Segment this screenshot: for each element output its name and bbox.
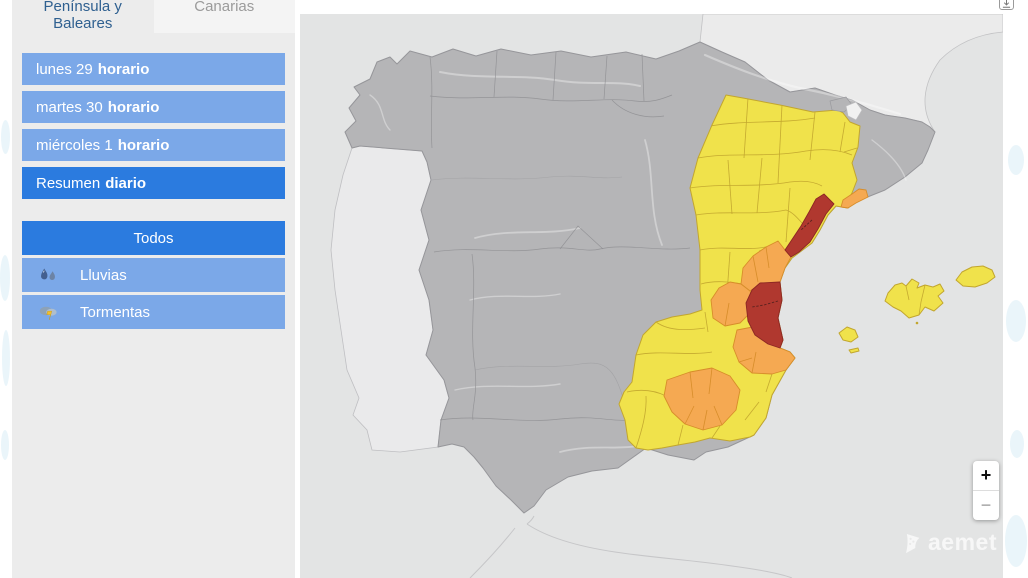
island-ibiza: [838, 326, 859, 343]
filter-button-group: Todos Lluvias Tormentas: [22, 221, 285, 329]
island-mallorca: [884, 278, 945, 319]
map-zoom-control: + −: [973, 461, 999, 520]
bg-decor-blob: [1008, 145, 1024, 175]
warning-zone-red-valencia-coast: [745, 281, 784, 349]
africa-coastline: [469, 515, 793, 578]
warning-zone-orange-castellon: [740, 240, 792, 292]
aemet-logo-icon: [901, 532, 923, 554]
warning-zone-yellow-band[interactable]: [618, 94, 861, 451]
warning-zone-orange-tarragona-coast: [840, 188, 869, 209]
export-icon[interactable]: [999, 0, 1014, 10]
sidebar: Península y Baleares Canarias lunes 29 h…: [12, 0, 295, 578]
andorra: [845, 101, 863, 121]
region-borders: [429, 50, 691, 421]
day-button-text: Resumen: [36, 174, 101, 192]
filter-label: Todos: [133, 229, 174, 247]
day-button-bold: horario: [117, 136, 170, 154]
day-button-martes-30[interactable]: martes 30 horario: [22, 91, 285, 123]
day-button-group: lunes 29 horario martes 30 horario miérc…: [22, 53, 285, 199]
warning-zones-orange[interactable]: [663, 188, 869, 431]
island-menorca: [955, 265, 996, 288]
filter-label: Tormentas: [80, 303, 151, 321]
zoom-in-button[interactable]: +: [973, 461, 999, 491]
day-button-text: miércoles 1: [36, 136, 113, 154]
balearic-islands[interactable]: [838, 265, 996, 354]
rain-drops-icon: [38, 267, 58, 284]
bg-decor-blob: [1, 430, 9, 460]
day-button-text: lunes 29: [36, 60, 93, 78]
bg-decor-blob: [1006, 300, 1026, 342]
day-button-resumen-diario[interactable]: Resumen diario: [22, 167, 285, 199]
filter-button-lluvias[interactable]: Lluvias: [22, 258, 285, 292]
tab-canarias[interactable]: Canarias: [153, 0, 295, 33]
aemet-brand-text: aemet: [928, 529, 997, 555]
orange-zone-borders: [684, 246, 770, 431]
filter-label: Lluvias: [80, 266, 127, 284]
bg-decor-blob: [2, 330, 10, 386]
storm-cloud-icon: [38, 304, 58, 321]
mallorca-comarca-borders: [905, 284, 926, 316]
zoom-out-button[interactable]: −: [980, 495, 992, 515]
bg-decor-blob: [1010, 430, 1024, 458]
warning-map[interactable]: + − aemet: [300, 14, 1003, 578]
day-button-bold: horario: [107, 98, 160, 116]
relief-shading: [369, 53, 907, 453]
warning-zone-red-tarragona-castellon: [784, 193, 835, 258]
bg-decor-blob: [1, 120, 10, 154]
tab-label: Canarias: [194, 0, 255, 15]
day-button-lunes-29[interactable]: lunes 29 horario: [22, 53, 285, 85]
warning-zones-red[interactable]: [745, 193, 835, 349]
day-button-miercoles-1[interactable]: miércoles 1 horario: [22, 129, 285, 161]
day-button-bold: horario: [97, 60, 150, 78]
tab-bar: Península y Baleares Canarias: [12, 0, 295, 33]
red-zone-borders: [751, 219, 813, 308]
bg-decor-blob: [0, 255, 10, 301]
filter-button-todos[interactable]: Todos: [22, 221, 285, 255]
bg-decor-blob: [1005, 515, 1027, 567]
warning-zone-orange-murcia-interior: [663, 367, 741, 431]
day-button-bold: diario: [105, 174, 147, 192]
island-formentera: [848, 347, 860, 354]
tab-label-line1: Península y: [43, 0, 122, 15]
tab-peninsula-baleares[interactable]: Península y Baleares: [12, 0, 154, 33]
aemet-watermark: aemet: [901, 529, 997, 556]
day-button-text: martes 30: [36, 98, 103, 116]
tab-label-line2: Baleares: [53, 15, 113, 32]
filter-button-tormentas[interactable]: Tormentas: [22, 295, 285, 329]
island-cabrera: [915, 321, 919, 325]
